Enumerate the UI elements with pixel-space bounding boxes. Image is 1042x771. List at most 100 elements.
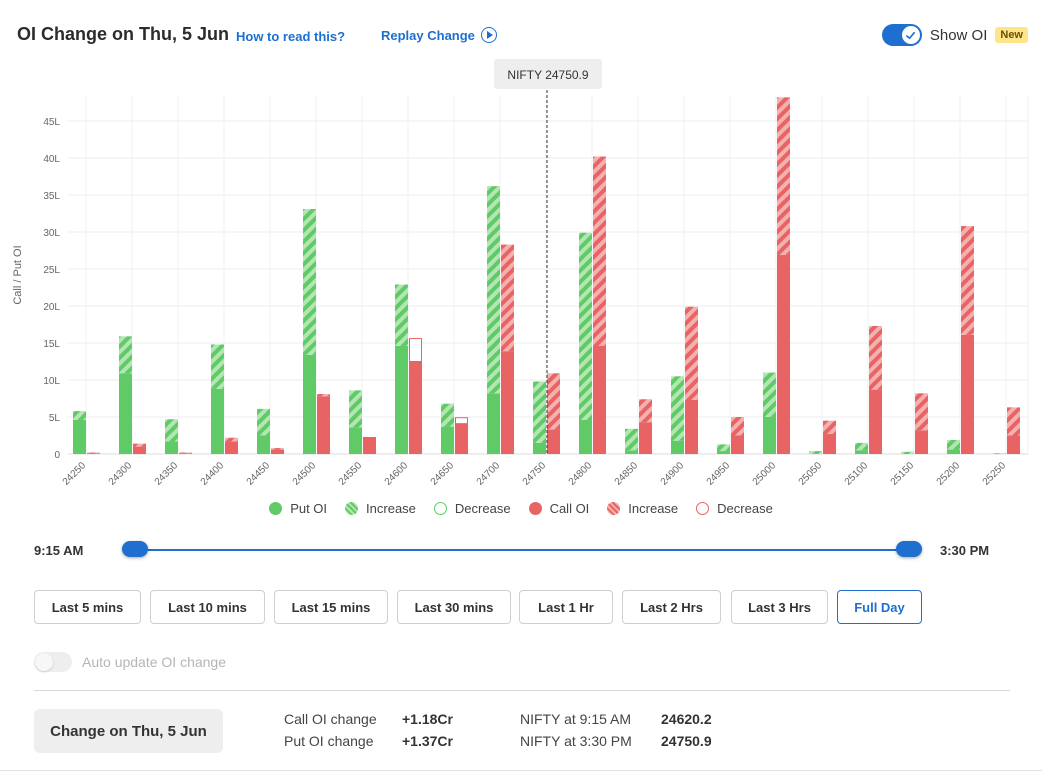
put-oi-increase-bar: [395, 284, 408, 346]
put-oi-bar: [947, 449, 960, 454]
put-oi-increase-bar: [119, 336, 132, 374]
x-tick-label: 25150: [889, 460, 917, 488]
range-button-last-30-mins[interactable]: Last 30 mins: [397, 590, 511, 624]
range-button-last-2-hrs[interactable]: Last 2 Hrs: [622, 590, 721, 624]
put-oi-increase-bar: [625, 428, 638, 451]
legend-swatch-icon: [607, 502, 621, 515]
nifty-end-value: 24750.9: [661, 733, 712, 749]
range-button-last-1-hr[interactable]: Last 1 Hr: [519, 590, 613, 624]
legend-item-call-increase[interactable]: Increase: [607, 501, 678, 516]
toggle-knob: [35, 653, 53, 671]
x-tick-label: 24500: [291, 460, 319, 488]
show-oi-toggle[interactable]: [881, 24, 922, 46]
y-axis-label: Call / Put OI: [12, 245, 24, 304]
change-date-button[interactable]: Change on Thu, 5 Jun: [34, 709, 223, 753]
call-oi-increase-bar: [133, 443, 146, 447]
legend-item-call-solid[interactable]: Call OI: [528, 501, 590, 516]
legend-item-put-decrease[interactable]: Decrease: [433, 501, 511, 516]
call-oi-bar: [501, 351, 514, 454]
spot-marker-box: [494, 59, 602, 89]
call-oi-increase-bar: [593, 156, 606, 346]
put-oi-change-value: +1.37Cr: [402, 733, 453, 749]
call-oi-bar: [777, 254, 790, 454]
put-oi-bar: [349, 427, 362, 454]
nifty-end-label: NIFTY at 3:30 PM: [520, 733, 632, 749]
put-oi-bar: [395, 345, 408, 454]
header: OI Change on Thu, 5 Jun How to read this…: [17, 24, 1028, 50]
call-oi-bar: [133, 446, 146, 454]
put-oi-increase-bar: [487, 186, 500, 394]
slider-end-time: 3:30 PM: [940, 543, 990, 558]
call-oi-increase-bar: [317, 394, 330, 397]
put-oi-bar: [717, 451, 730, 454]
x-tick-label: 24600: [383, 460, 411, 488]
legend-item-call-decrease[interactable]: Decrease: [696, 501, 773, 516]
range-button-last-15-mins[interactable]: Last 15 mins: [274, 590, 388, 624]
y-tick-label: 5L: [49, 413, 61, 424]
page-title: OI Change on Thu, 5 Jun: [17, 24, 230, 44]
time-slider-end-handle[interactable]: [896, 541, 922, 557]
show-oi-label: Show OI: [929, 26, 988, 44]
call-oi-bar: [271, 449, 284, 454]
put-oi-increase-bar: [349, 390, 362, 428]
y-tick-label: 15L: [43, 339, 60, 350]
range-button-last-3-hrs[interactable]: Last 3 Hrs: [731, 590, 828, 624]
call-oi-increase-bar: [915, 393, 928, 431]
call-oi-change-label: Call OI change: [284, 711, 377, 727]
y-tick-label: 10L: [43, 376, 60, 387]
y-tick-label: 25L: [43, 265, 60, 276]
call-oi-change-value: +1.18Cr: [402, 711, 453, 727]
call-oi-increase-bar: [179, 452, 192, 454]
legend-item-put-solid[interactable]: Put OI: [269, 501, 327, 516]
y-tick-label: 20L: [43, 302, 60, 313]
put-oi-increase-bar: [303, 209, 316, 355]
auto-update-toggle[interactable]: [34, 652, 72, 672]
put-oi-bar: [441, 426, 454, 454]
put-oi-bar: [625, 450, 638, 454]
x-tick-label: 24550: [337, 460, 365, 488]
range-button-last-10-mins[interactable]: Last 10 mins: [150, 590, 265, 624]
legend-label: Increase: [366, 501, 416, 516]
put-oi-bar: [855, 450, 868, 454]
call-oi-bar: [915, 430, 928, 454]
put-oi-increase-bar: [73, 411, 86, 420]
play-circle-icon: [480, 27, 497, 43]
legend-label: Call OI: [549, 501, 590, 516]
put-oi-bar: [487, 393, 500, 454]
call-oi-bar: [685, 399, 698, 454]
legend-swatch-icon: [528, 502, 542, 515]
call-oi-increase-bar: [685, 306, 698, 400]
range-button-full-day[interactable]: Full Day: [837, 590, 922, 624]
legend-item-put-increase[interactable]: Increase: [345, 501, 416, 516]
call-oi-bar: [731, 435, 744, 454]
legend-swatch-icon: [345, 502, 359, 515]
slider-start-time: 9:15 AM: [34, 543, 84, 558]
legend-label: Decrease: [454, 501, 511, 516]
y-tick-label: 30L: [43, 228, 60, 239]
replay-change-link[interactable]: Replay Change: [381, 27, 497, 43]
time-slider-start-handle[interactable]: [122, 541, 148, 557]
range-button-last-5-mins[interactable]: Last 5 mins: [34, 590, 141, 624]
legend-swatch-icon: [433, 502, 447, 515]
legend-label: Decrease: [717, 501, 773, 516]
call-oi-bar: [179, 453, 192, 454]
time-slider-track[interactable]: [134, 549, 910, 551]
x-tick-label: 24850: [613, 460, 641, 488]
put-oi-bar: [671, 440, 684, 454]
how-to-read-link[interactable]: How to read this?: [236, 29, 346, 44]
call-oi-bar: [363, 436, 376, 454]
put-oi-increase-bar: [947, 439, 960, 450]
x-tick-label: 24450: [245, 460, 273, 488]
call-oi-increase-bar: [87, 452, 100, 454]
call-oi-increase-bar: [1007, 407, 1020, 436]
x-tick-label: 25250: [981, 460, 1009, 488]
legend-swatch-icon: [696, 502, 710, 515]
call-oi-bar: [547, 429, 560, 454]
call-oi-increase-bar: [823, 420, 836, 435]
x-tick-label: 24700: [475, 460, 503, 488]
put-oi-bar: [303, 354, 316, 454]
put-oi-increase-bar: [763, 372, 776, 417]
call-oi-increase-bar: [869, 325, 882, 390]
auto-update-row: Auto update OI change: [34, 652, 226, 672]
